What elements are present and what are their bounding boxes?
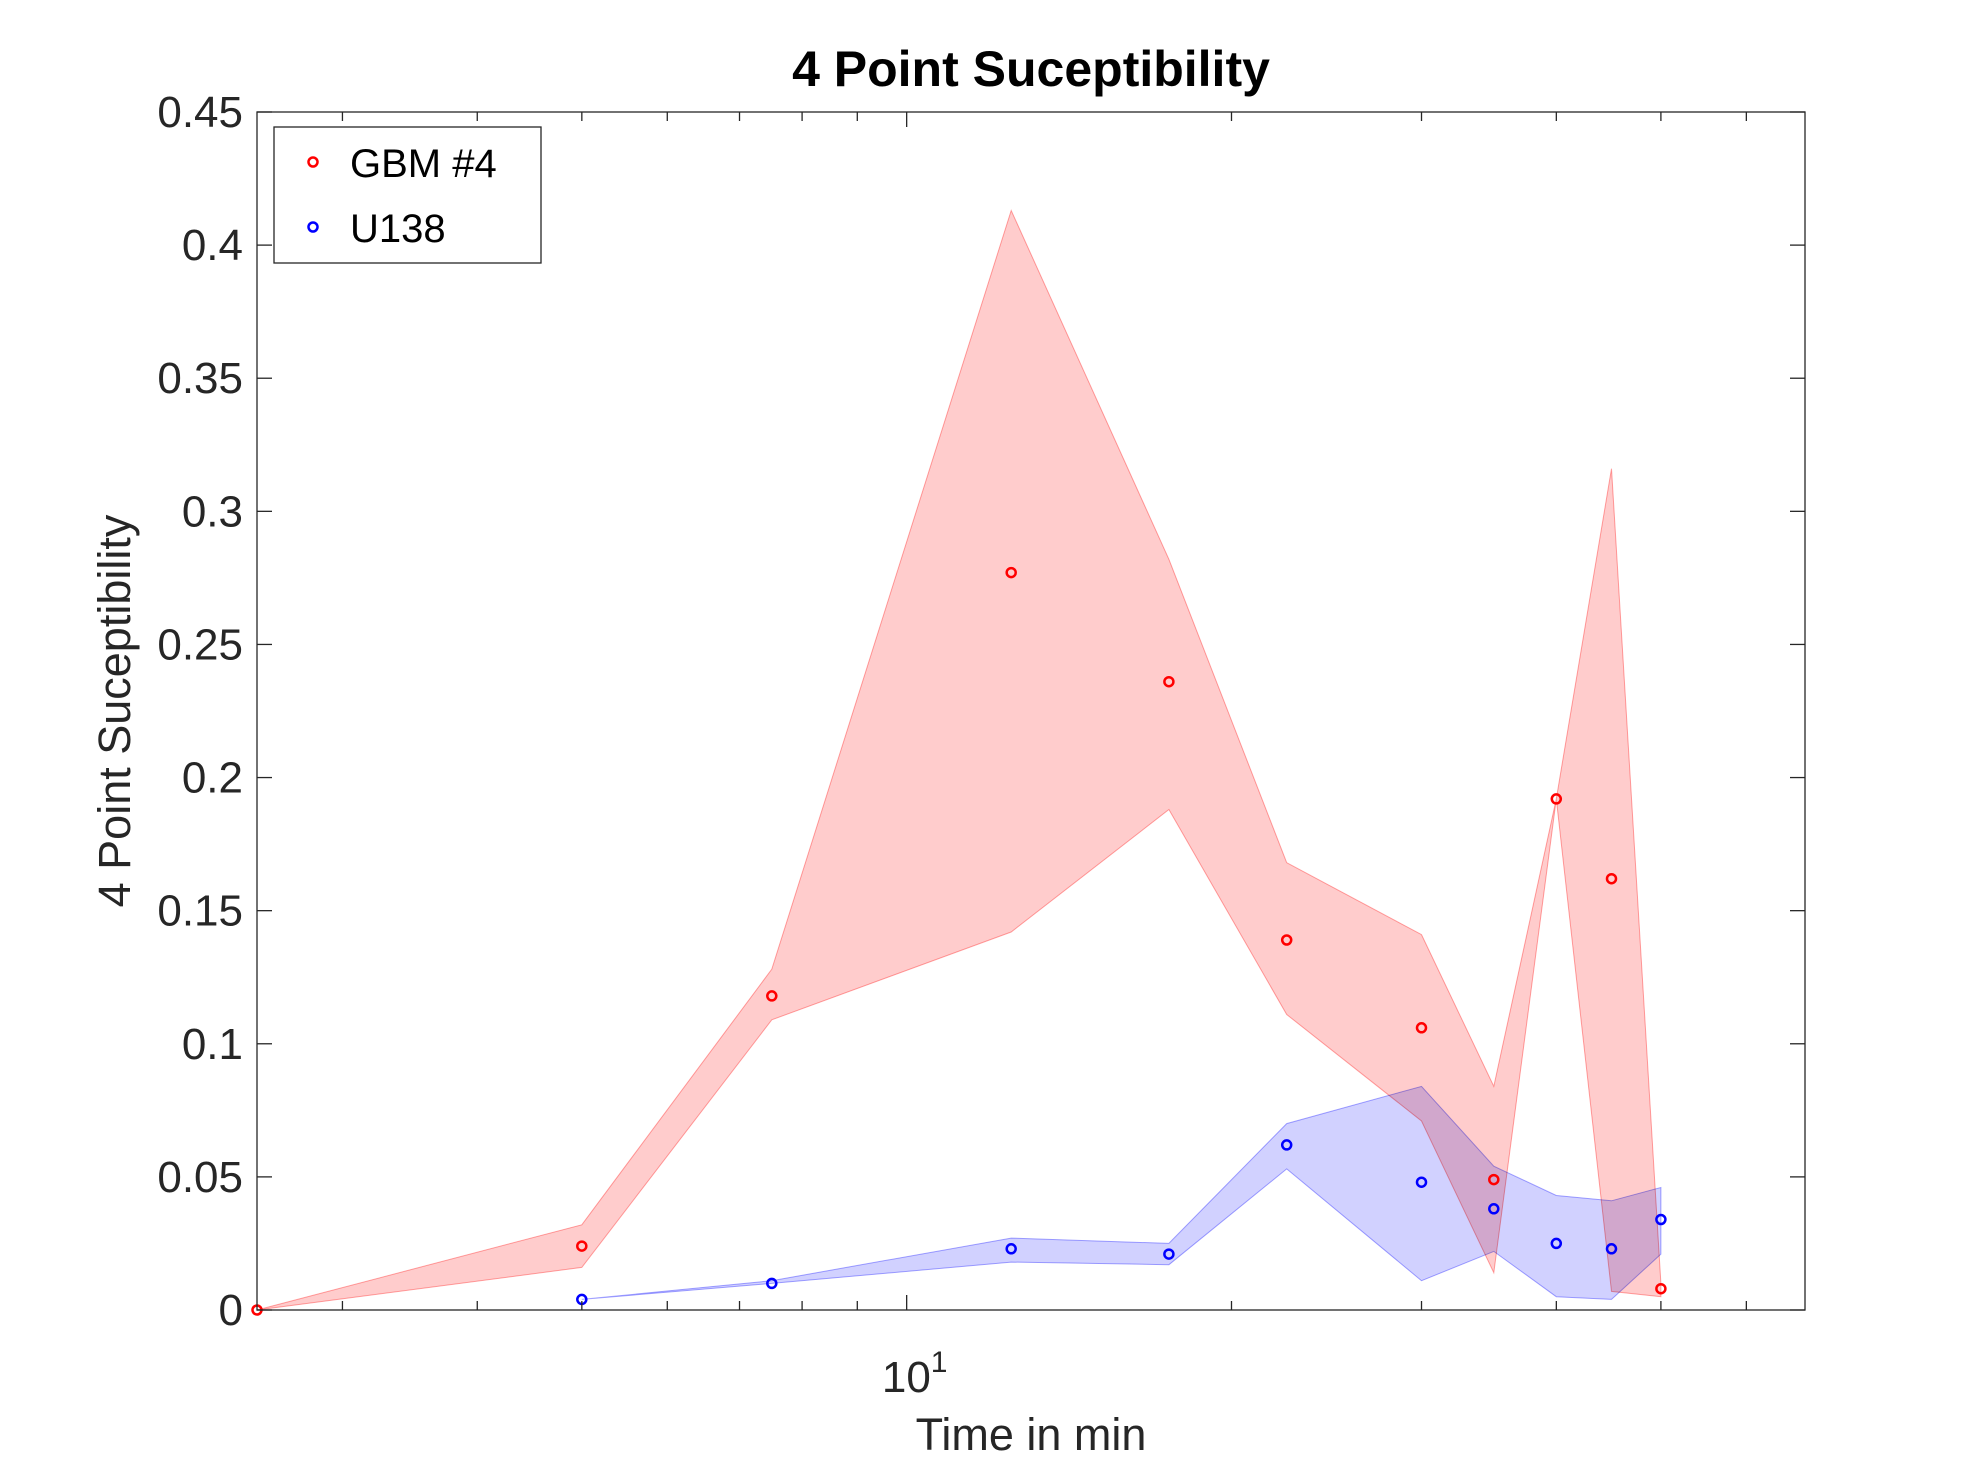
data-point-u138 <box>1550 1237 1563 1250</box>
data-point-u138 <box>1415 1176 1428 1188</box>
data-point-u138 <box>1163 1248 1175 1260</box>
y-tick-label: 0.45 <box>157 88 243 137</box>
y-tick-label: 0.1 <box>182 1020 243 1069</box>
data-point-u138 <box>1488 1203 1500 1215</box>
data-point-gbm <box>1550 793 1563 805</box>
data-point-u138 <box>1605 1243 1618 1255</box>
data-point-gbm <box>1163 675 1175 688</box>
data-point-gbm <box>1005 566 1017 579</box>
data-point-gbm <box>1605 872 1618 885</box>
data-point-gbm <box>1415 1022 1428 1034</box>
y-tick-label: 0.15 <box>157 887 243 936</box>
legend-box <box>273 126 542 264</box>
y-axis-ticks: 0 0.05 0.1 0.15 0.2 0.25 0.3 0.35 0.4 0.45 <box>157 88 1805 1335</box>
data-point-u138 <box>1280 1139 1293 1151</box>
y-tick-label: 0.25 <box>157 620 243 669</box>
data-point-u138 <box>1005 1243 1017 1255</box>
data-point-gbm <box>766 990 778 1002</box>
data-point-gbm <box>576 1240 588 1252</box>
x-axis-ticks <box>341 112 1747 1310</box>
legend-marker-u138 <box>307 221 319 233</box>
y-tick-label: 0.2 <box>182 754 243 803</box>
axes-box <box>256 111 1806 1311</box>
confidence-bands <box>256 209 1662 1311</box>
x-axis-label: Time in min <box>916 1409 1147 1455</box>
chart-title: 4 Point Suceptibility <box>792 41 1270 97</box>
legend-marker-gbm <box>307 156 319 168</box>
band-gbm <box>256 209 1662 1311</box>
legend: GBM #4 U138 <box>273 126 542 264</box>
y-tick-label: 0.4 <box>182 221 243 270</box>
data-point-u138 <box>766 1277 778 1290</box>
y-tick-label: 0.05 <box>157 1153 243 1202</box>
y-tick-label: 0 <box>219 1286 243 1335</box>
data-point-gbm <box>1655 1282 1667 1295</box>
data-markers <box>251 566 1667 1316</box>
y-tick-label: 0.35 <box>157 354 243 403</box>
x-tick-label-10: 101 <box>882 1346 948 1402</box>
data-point-gbm <box>1488 1173 1500 1186</box>
y-axis-label: 4 Point Suceptibility <box>89 514 140 907</box>
band-u138 <box>581 1085 1662 1300</box>
data-point-gbm <box>1280 934 1293 946</box>
legend-label-u138: U138 <box>350 207 446 251</box>
data-point-u138 <box>1655 1213 1667 1226</box>
y-tick-label: 0.3 <box>182 487 243 536</box>
legend-label-gbm: GBM #4 <box>350 142 497 186</box>
